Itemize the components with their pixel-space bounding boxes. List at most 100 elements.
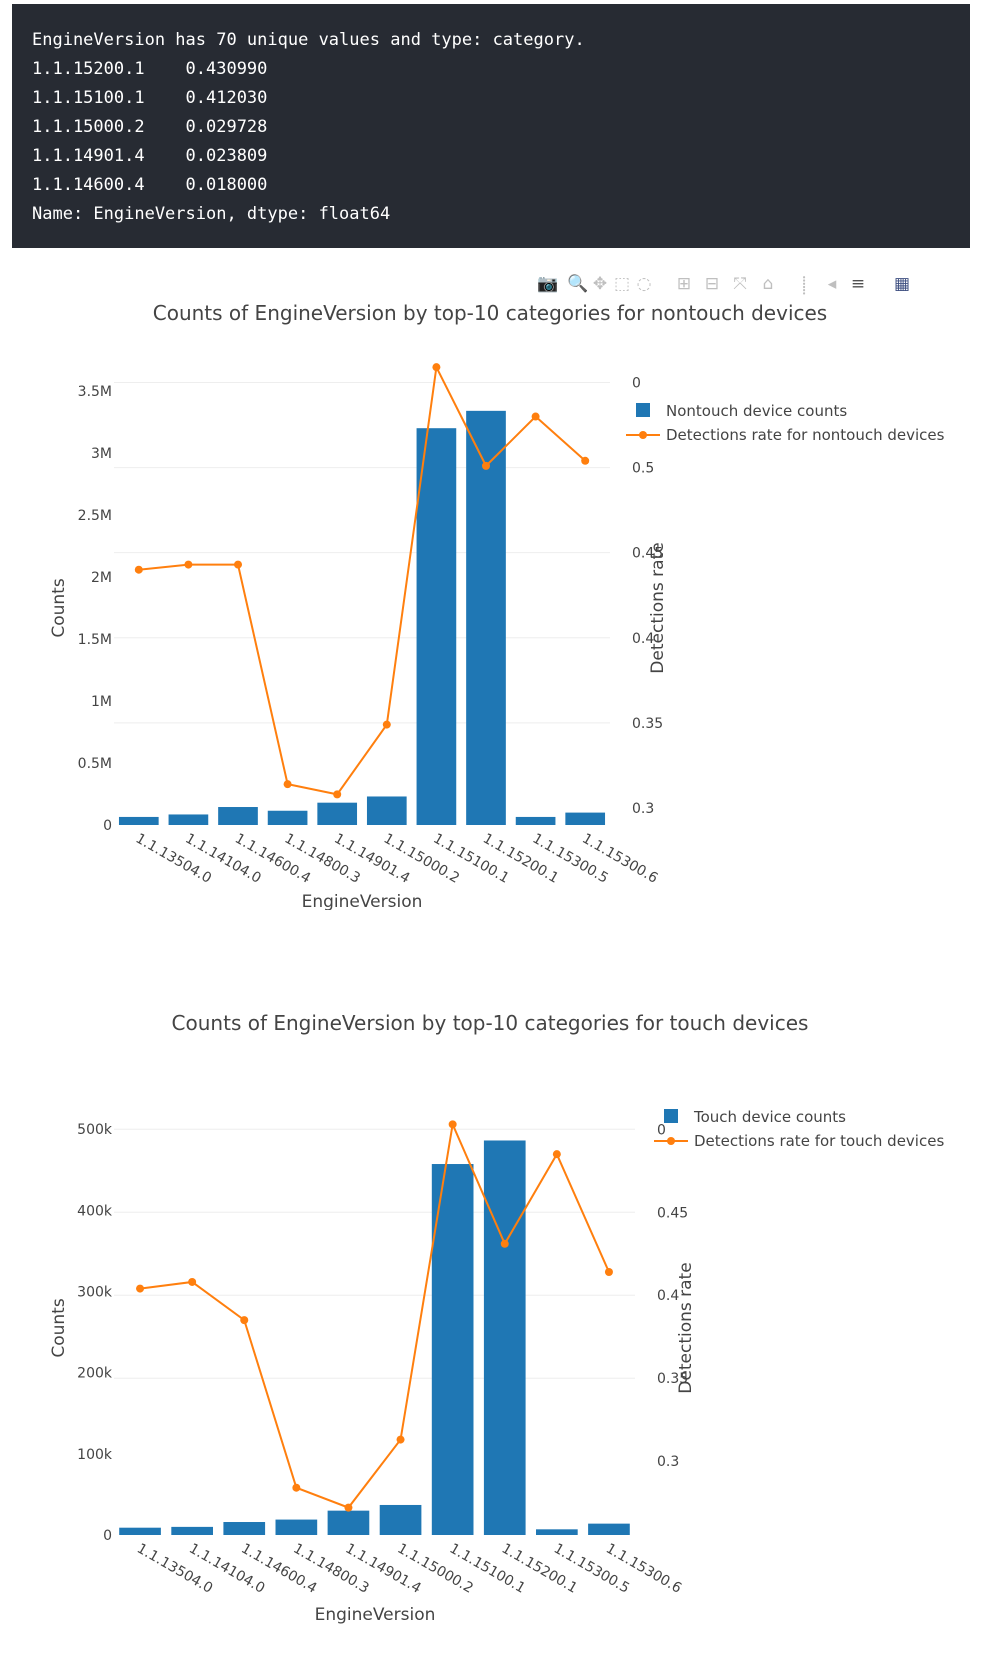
pan-icon[interactable]: ✥ — [592, 274, 608, 294]
box-select-icon[interactable]: ⬚ — [613, 274, 631, 294]
rate-point[interactable] — [396, 1435, 405, 1444]
y-tick-label: 200k — [77, 1366, 113, 1382]
y2-tick-label: 0.45 — [632, 546, 663, 562]
y-tick-label: 2M — [91, 570, 112, 586]
y2-tick-label: 0.35 — [632, 716, 663, 732]
bar[interactable] — [466, 410, 506, 825]
y-tick-label: 1M — [91, 694, 112, 710]
y-tick-label: 1.5M — [78, 632, 112, 648]
bar[interactable] — [416, 428, 457, 825]
spike-lines-icon[interactable]: ⸽ — [801, 275, 807, 296]
y2-tick-label: 0.45 — [657, 1205, 688, 1221]
bar[interactable] — [168, 814, 209, 825]
rate-point[interactable] — [184, 560, 193, 569]
y2-tick-label: 0.35 — [657, 1371, 688, 1387]
rate-line — [139, 1120, 610, 1509]
bar[interactable] — [431, 1164, 474, 1535]
hover-compare-icon[interactable]: ≡ — [850, 274, 866, 294]
legend-line-label[interactable]: Detections rate for nontouch devices — [666, 426, 945, 444]
bar[interactable] — [366, 796, 407, 825]
y-axis-title: Counts — [49, 578, 69, 637]
rate-point[interactable] — [344, 1503, 353, 1512]
y2-tick-label: 0.3 — [632, 801, 654, 817]
chart-title: Counts of EngineVersion by top-10 catego… — [172, 1011, 809, 1035]
bar[interactable] — [515, 816, 556, 825]
y2-tick-label: 0.5 — [632, 461, 654, 477]
output-text: EngineVersion has 70 unique values and t… — [32, 30, 585, 224]
rate-point[interactable] — [134, 565, 143, 574]
bar[interactable] — [565, 812, 606, 825]
bar[interactable] — [223, 1522, 266, 1535]
rate-point[interactable] — [382, 720, 391, 729]
reset-axes-icon[interactable]: ⌂ — [762, 274, 774, 294]
legend-bar-label[interactable]: Touch device counts — [693, 1108, 846, 1126]
rate-point[interactable] — [604, 1267, 613, 1276]
y2-tick-label: 0 — [657, 1122, 666, 1138]
y2-tick-label: 0 — [632, 375, 641, 391]
bar[interactable] — [118, 816, 159, 825]
lasso-select-icon[interactable]: ◌ — [636, 274, 652, 294]
bar[interactable] — [218, 807, 258, 825]
bar[interactable] — [119, 1527, 161, 1535]
rate-point[interactable] — [581, 456, 590, 465]
y-tick-label: 400k — [77, 1203, 113, 1219]
y-axis-title: Counts — [49, 1298, 69, 1357]
rate-point[interactable] — [432, 363, 441, 372]
y-tick-label: 3M — [91, 446, 112, 462]
hover-closest-icon[interactable]: ◂ — [827, 274, 837, 294]
bar[interactable] — [536, 1529, 578, 1535]
rate-point[interactable] — [188, 1277, 197, 1286]
plot-modebar: 📷 🔍 ✥ ⬚ ◌ ⊞ ⊟ ⤧ ⌂ ⸽ ◂ ≡ ▦ — [536, 272, 966, 296]
bar[interactable] — [317, 802, 358, 825]
legend-line-label[interactable]: Detections rate for touch devices — [694, 1132, 944, 1150]
rate-point[interactable] — [292, 1483, 301, 1492]
legend-bar-swatch[interactable] — [664, 1109, 678, 1123]
rate-point[interactable] — [240, 1316, 249, 1325]
bar[interactable] — [275, 1519, 318, 1535]
bar[interactable] — [267, 810, 308, 825]
y-tick-label: 100k — [77, 1447, 113, 1463]
rate-point[interactable] — [482, 461, 490, 470]
plotly-logo-icon[interactable]: ▦ — [893, 274, 911, 294]
rate-point[interactable] — [531, 412, 540, 421]
y2-axis-title: Detections rate — [648, 542, 668, 673]
cell-output: EngineVersion has 70 unique values and t… — [12, 4, 970, 248]
x-axis-title: EngineVersion — [315, 1605, 436, 1625]
y2-axis-title: Detections rate — [676, 1262, 696, 1393]
x-axis-title: EngineVersion — [302, 892, 423, 910]
y-tick-label: 2.5M — [78, 508, 112, 524]
rate-point[interactable] — [136, 1284, 145, 1293]
y-tick-label: 0.5M — [78, 756, 112, 772]
rate-point[interactable] — [283, 780, 292, 789]
y2-tick-label: 0.4 — [632, 631, 654, 647]
rate-point[interactable] — [333, 790, 342, 799]
bar[interactable] — [588, 1523, 630, 1535]
bar[interactable] — [327, 1510, 370, 1535]
y-tick-label: 0 — [103, 818, 112, 834]
rate-point[interactable] — [234, 560, 242, 569]
camera-icon[interactable]: 📷 — [537, 274, 559, 294]
y-tick-label: 3.5M — [78, 384, 112, 400]
legend-bar-swatch[interactable] — [636, 403, 650, 417]
zoom-out-icon[interactable]: ⊟ — [704, 274, 720, 294]
legend-line-marker — [639, 431, 647, 439]
rate-point[interactable] — [448, 1120, 457, 1129]
bar[interactable] — [379, 1504, 422, 1535]
touch-chart: Counts of EngineVersion by top-10 catego… — [49, 1011, 944, 1625]
y-tick-label: 300k — [77, 1284, 113, 1300]
bar[interactable] — [483, 1140, 526, 1535]
rate-point[interactable] — [500, 1239, 509, 1248]
y2-tick-label: 0.3 — [657, 1454, 679, 1470]
zoom-icon[interactable]: 🔍 — [567, 274, 589, 294]
autoscale-icon[interactable]: ⤧ — [733, 274, 747, 294]
y-tick-label: 500k — [77, 1122, 113, 1138]
bar[interactable] — [171, 1526, 213, 1535]
y-tick-label: 0 — [103, 1528, 112, 1544]
nontouch-chart: Counts of EngineVersion by top-10 catego… — [49, 301, 945, 910]
chart-title: Counts of EngineVersion by top-10 catego… — [153, 301, 827, 325]
legend-line-marker — [667, 1137, 675, 1145]
legend-bar-label[interactable]: Nontouch device counts — [666, 402, 847, 420]
zoom-in-icon[interactable]: ⊞ — [676, 274, 692, 294]
rate-line — [138, 363, 586, 796]
rate-point[interactable] — [552, 1150, 561, 1159]
